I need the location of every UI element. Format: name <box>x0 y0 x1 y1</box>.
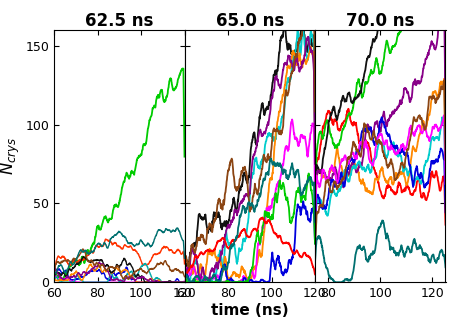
Y-axis label: $\mathit{N}_{crys}$: $\mathit{N}_{crys}$ <box>0 137 22 175</box>
Title: 62.5 ns: 62.5 ns <box>85 12 153 30</box>
X-axis label: time (ns): time (ns) <box>211 303 288 318</box>
Title: 65.0 ns: 65.0 ns <box>216 12 284 30</box>
Title: 70.0 ns: 70.0 ns <box>346 12 414 30</box>
